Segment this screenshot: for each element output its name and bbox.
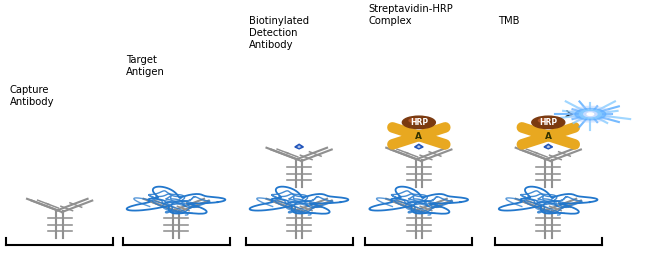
Text: Streptavidin-HRP
Complex: Streptavidin-HRP Complex	[369, 4, 454, 26]
Circle shape	[569, 106, 611, 122]
Polygon shape	[544, 144, 552, 149]
Circle shape	[584, 112, 597, 117]
Circle shape	[538, 119, 549, 122]
Circle shape	[575, 108, 606, 120]
Circle shape	[402, 116, 436, 129]
Circle shape	[587, 113, 593, 115]
Text: Biotinylated
Detection
Antibody: Biotinylated Detection Antibody	[249, 16, 309, 50]
Circle shape	[579, 110, 601, 118]
Polygon shape	[417, 146, 420, 147]
Circle shape	[409, 119, 419, 122]
Text: A: A	[415, 132, 423, 141]
Text: Capture
Antibody: Capture Antibody	[10, 84, 54, 107]
Text: A: A	[545, 132, 552, 141]
Polygon shape	[547, 146, 549, 147]
Polygon shape	[295, 144, 304, 149]
Polygon shape	[298, 146, 300, 147]
Text: TMB: TMB	[498, 16, 519, 26]
Circle shape	[532, 116, 565, 129]
Text: HRP: HRP	[410, 118, 428, 127]
Polygon shape	[415, 144, 423, 149]
Text: HRP: HRP	[540, 118, 557, 127]
Text: Target
Antigen: Target Antigen	[126, 55, 165, 77]
